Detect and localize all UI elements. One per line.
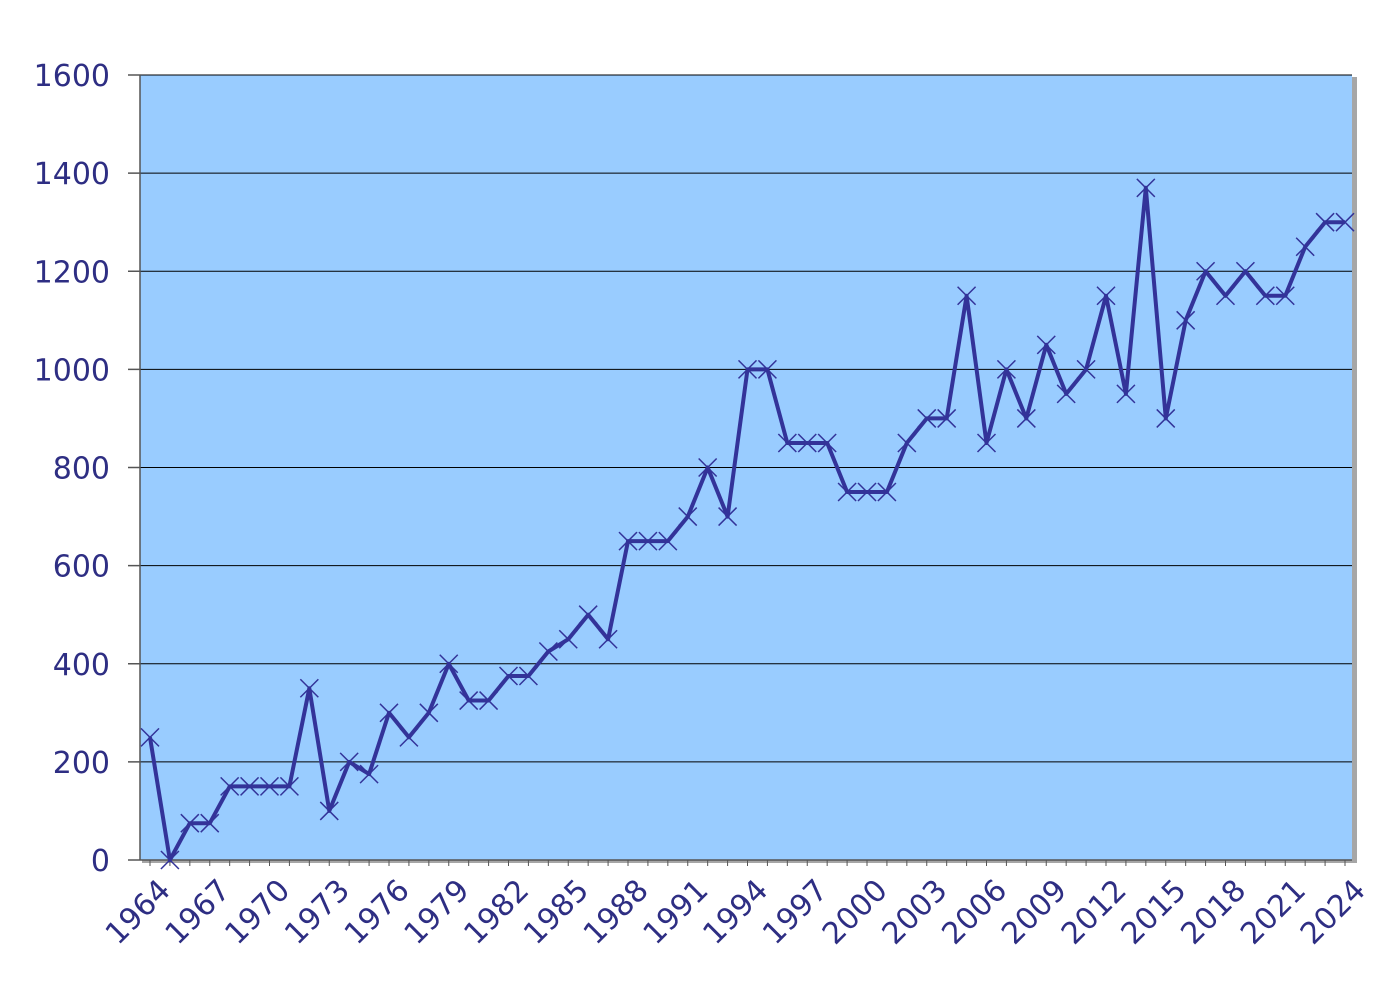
data-point (857, 482, 877, 502)
y-axis-ticks: 0 200 400 600 800 1000 1200 1400 1600 (34, 59, 140, 879)
data-point (1076, 359, 1096, 379)
x-tick-label: 1967 (159, 873, 238, 952)
data-point (698, 457, 718, 478)
data-point (1315, 212, 1335, 232)
data-point (638, 531, 658, 551)
x-tick-label: 2024 (1294, 873, 1373, 952)
data-point (1275, 286, 1295, 306)
data-point (279, 776, 299, 796)
data-point (479, 691, 499, 711)
data-point (259, 776, 280, 796)
data-point (319, 801, 339, 821)
data-point (618, 531, 638, 551)
data-point (1196, 261, 1216, 281)
y-tick-label: 800 (53, 452, 110, 487)
data-point (1156, 408, 1176, 428)
x-tick-label: 1976 (338, 873, 417, 952)
x-tick-label: 2012 (1055, 873, 1134, 952)
data-point (240, 776, 260, 796)
y-tick-label: 200 (53, 746, 110, 781)
data-point (220, 776, 240, 796)
gridlines (140, 74, 1352, 763)
data-point (1176, 310, 1196, 330)
data-point (598, 629, 618, 649)
data-point (797, 433, 817, 453)
data-point (299, 678, 319, 698)
x-tick-label: 2015 (1115, 873, 1194, 952)
x-tick-label: 2003 (876, 873, 955, 952)
x-tick-label: 2018 (1174, 873, 1253, 952)
x-tick-label: 1997 (756, 873, 835, 952)
x-tick-label: 2009 (995, 873, 1074, 952)
y-tick-label: 1400 (34, 157, 110, 192)
data-point (379, 703, 399, 723)
x-tick-label: 1991 (637, 873, 716, 952)
data-point (339, 752, 359, 772)
data-point (837, 482, 857, 502)
data-point (538, 641, 558, 662)
data-point (1016, 408, 1036, 428)
data-point (937, 408, 957, 428)
data-point (1295, 237, 1315, 257)
data-point (399, 727, 419, 747)
data-point (737, 359, 758, 379)
data-point (558, 629, 578, 649)
x-tick-label: 1994 (696, 873, 775, 952)
data-point (658, 531, 678, 551)
y-tick-label: 1000 (34, 353, 110, 388)
x-tick-label: 2021 (1234, 873, 1313, 952)
data-point (1255, 286, 1275, 306)
data-point (200, 813, 220, 833)
x-tick-label: 1982 (457, 873, 536, 952)
data-point (917, 408, 937, 428)
data-point (877, 482, 897, 502)
data-point (996, 359, 1016, 379)
data-point (459, 691, 479, 711)
data-point (160, 850, 180, 870)
x-tick-label: 1970 (218, 873, 297, 952)
data-point (1036, 335, 1056, 355)
series-group (140, 178, 1355, 870)
data-point (140, 727, 160, 747)
data-point (1215, 286, 1236, 306)
data-point (578, 605, 598, 625)
data-point (1056, 384, 1076, 404)
x-tick-label: 2006 (935, 873, 1014, 952)
data-point (777, 433, 797, 453)
data-point (678, 507, 698, 527)
data-point (359, 764, 379, 784)
data-point (1335, 212, 1355, 232)
x-tick-label: 1979 (398, 873, 477, 952)
data-point (1235, 261, 1255, 281)
y-tick-label: 0 (91, 844, 110, 879)
x-tick-label: 2000 (816, 873, 895, 952)
y-tick-label: 1600 (34, 59, 110, 94)
data-point (976, 433, 997, 453)
data-point (1136, 178, 1156, 198)
data-point (1096, 286, 1116, 306)
y-tick-label: 400 (53, 648, 110, 683)
data-point (897, 433, 917, 453)
data-point (419, 703, 439, 723)
data-point (1116, 384, 1136, 404)
y-tick-label: 600 (53, 550, 110, 585)
data-point (817, 433, 837, 453)
data-point (498, 666, 519, 686)
data-point (180, 813, 200, 833)
data-point (439, 654, 459, 674)
data-point (518, 666, 538, 686)
x-tick-label: 1973 (278, 873, 357, 952)
data-point (757, 359, 777, 379)
x-axis-ticks: 1964196719701973197619791982198519881991… (99, 860, 1373, 952)
x-tick-label: 1964 (99, 873, 178, 952)
x-tick-label: 1985 (517, 873, 596, 952)
x-tick-label: 1988 (577, 873, 656, 952)
data-point (957, 286, 977, 306)
data-point (718, 507, 738, 527)
y-tick-label: 1200 (34, 255, 110, 290)
